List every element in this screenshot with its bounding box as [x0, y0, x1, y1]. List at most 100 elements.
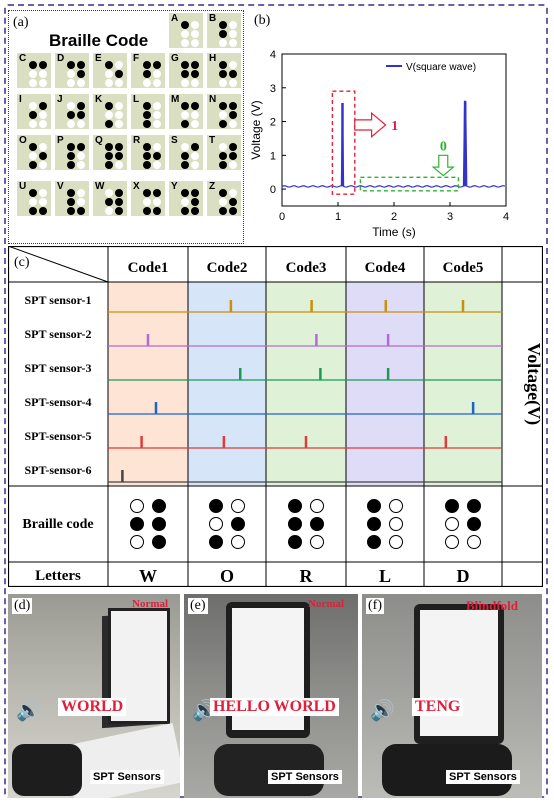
raised-dot — [77, 102, 85, 110]
braille-cell-h: H — [207, 53, 241, 88]
flat-dot — [77, 198, 85, 206]
flat-dot — [67, 70, 75, 78]
braille-cell-c: C — [17, 53, 51, 88]
flat-dot — [29, 120, 37, 128]
braille-cell-f: F — [131, 53, 165, 88]
braille-cell-x: X — [131, 181, 165, 216]
braille-letter: S — [171, 135, 178, 146]
raised-dot — [39, 152, 47, 160]
y-tick-label: 2 — [270, 117, 276, 129]
braille-row-label: Braille code — [22, 517, 93, 532]
braille-cell-s: S — [169, 135, 203, 170]
flat-dot — [181, 39, 189, 47]
flat-dot — [191, 79, 199, 87]
braille-cell-a: A — [169, 13, 203, 48]
flat-dot — [231, 535, 245, 549]
braille-cell-z: Z — [207, 181, 241, 216]
letter-cell: O — [220, 566, 234, 586]
flat-dot — [39, 120, 47, 128]
speaker-icon: 🔊 — [16, 700, 41, 722]
braille-letter: W — [95, 181, 105, 192]
letter-cell: D — [457, 566, 470, 586]
raised-dot — [105, 161, 113, 169]
braille-cell-j: J — [55, 94, 89, 129]
flat-dot — [77, 120, 85, 128]
raised-dot — [209, 535, 223, 549]
photo-word-e: HELLO WORLD — [210, 698, 339, 716]
raised-dot — [67, 152, 75, 160]
photo-label-f: (f) — [366, 598, 384, 614]
raised-dot — [29, 111, 37, 119]
x-tick-label: 1 — [335, 211, 341, 223]
raised-dot — [67, 143, 75, 151]
photo-f: (f) Blindfold 🔊 TENG SPT Sensors — [362, 594, 542, 798]
raised-dot — [130, 517, 144, 531]
braille-cell-l: L — [131, 94, 165, 129]
flat-dot — [219, 79, 227, 87]
flat-dot — [39, 198, 47, 206]
y-tick-label: 0 — [270, 184, 276, 196]
raised-dot — [445, 499, 459, 513]
raised-dot — [367, 517, 381, 531]
voltage-axis-label: Voltage(V) — [523, 343, 543, 425]
flat-dot — [29, 79, 37, 87]
raised-dot — [191, 61, 199, 69]
raised-dot — [219, 152, 227, 160]
sensor-label: SPT sensor-2 — [24, 327, 91, 341]
flat-dot — [67, 120, 75, 128]
braille-title: Braille Code — [49, 31, 149, 50]
raised-dot — [143, 207, 151, 215]
x-tick-label: 2 — [391, 211, 397, 223]
flat-dot — [29, 152, 37, 160]
raised-dot — [143, 143, 151, 151]
flat-dot — [143, 79, 151, 87]
braille-cell-p: P — [55, 135, 89, 170]
photo-label-e: (e) — [188, 598, 208, 614]
flat-dot — [191, 152, 199, 160]
spt-label-e: SPT Sensors — [268, 770, 342, 784]
flat-dot — [105, 79, 113, 87]
braille-cell-g: G — [169, 53, 203, 88]
flat-dot — [77, 161, 85, 169]
flat-dot — [105, 189, 113, 197]
column-bg — [108, 282, 188, 486]
spt-label-d: SPT Sensors — [90, 770, 164, 784]
raised-dot — [367, 499, 381, 513]
y-axis-label: Voltage (V) — [249, 100, 263, 159]
flat-dot — [310, 499, 324, 513]
arrow-down-icon — [431, 154, 456, 177]
photo-d: (d) Normal 🔊 WORLD SPT Sensors — [8, 594, 180, 798]
y-tick-label: 1 — [270, 150, 276, 162]
raised-dot — [105, 120, 113, 128]
raised-dot — [229, 70, 237, 78]
raised-dot — [219, 189, 227, 197]
raised-dot — [191, 189, 199, 197]
raised-dot — [181, 70, 189, 78]
braille-letter: D — [57, 53, 65, 64]
flat-dot — [389, 517, 403, 531]
braille-letter: T — [209, 135, 216, 146]
flat-dot — [181, 198, 189, 206]
arrow-right-icon — [354, 111, 387, 139]
braille-letter: Z — [209, 181, 216, 192]
code-header: Code3 — [286, 260, 327, 276]
flat-dot — [29, 70, 37, 78]
raised-dot — [219, 30, 227, 38]
flat-dot — [310, 535, 324, 549]
raised-dot — [367, 535, 381, 549]
flat-dot — [153, 102, 161, 110]
raised-dot — [288, 517, 302, 531]
raised-dot — [219, 161, 227, 169]
flat-dot — [229, 61, 237, 69]
raised-dot — [143, 61, 151, 69]
raised-dot — [209, 499, 223, 513]
flat-dot — [77, 189, 85, 197]
raised-dot — [229, 152, 237, 160]
braille-cell-b: B — [207, 13, 241, 48]
flat-dot — [143, 198, 151, 206]
braille-letter: B — [209, 13, 217, 24]
raised-dot — [219, 21, 227, 29]
flat-dot — [209, 517, 223, 531]
raised-dot — [67, 189, 75, 197]
braille-letter: X — [133, 181, 140, 192]
